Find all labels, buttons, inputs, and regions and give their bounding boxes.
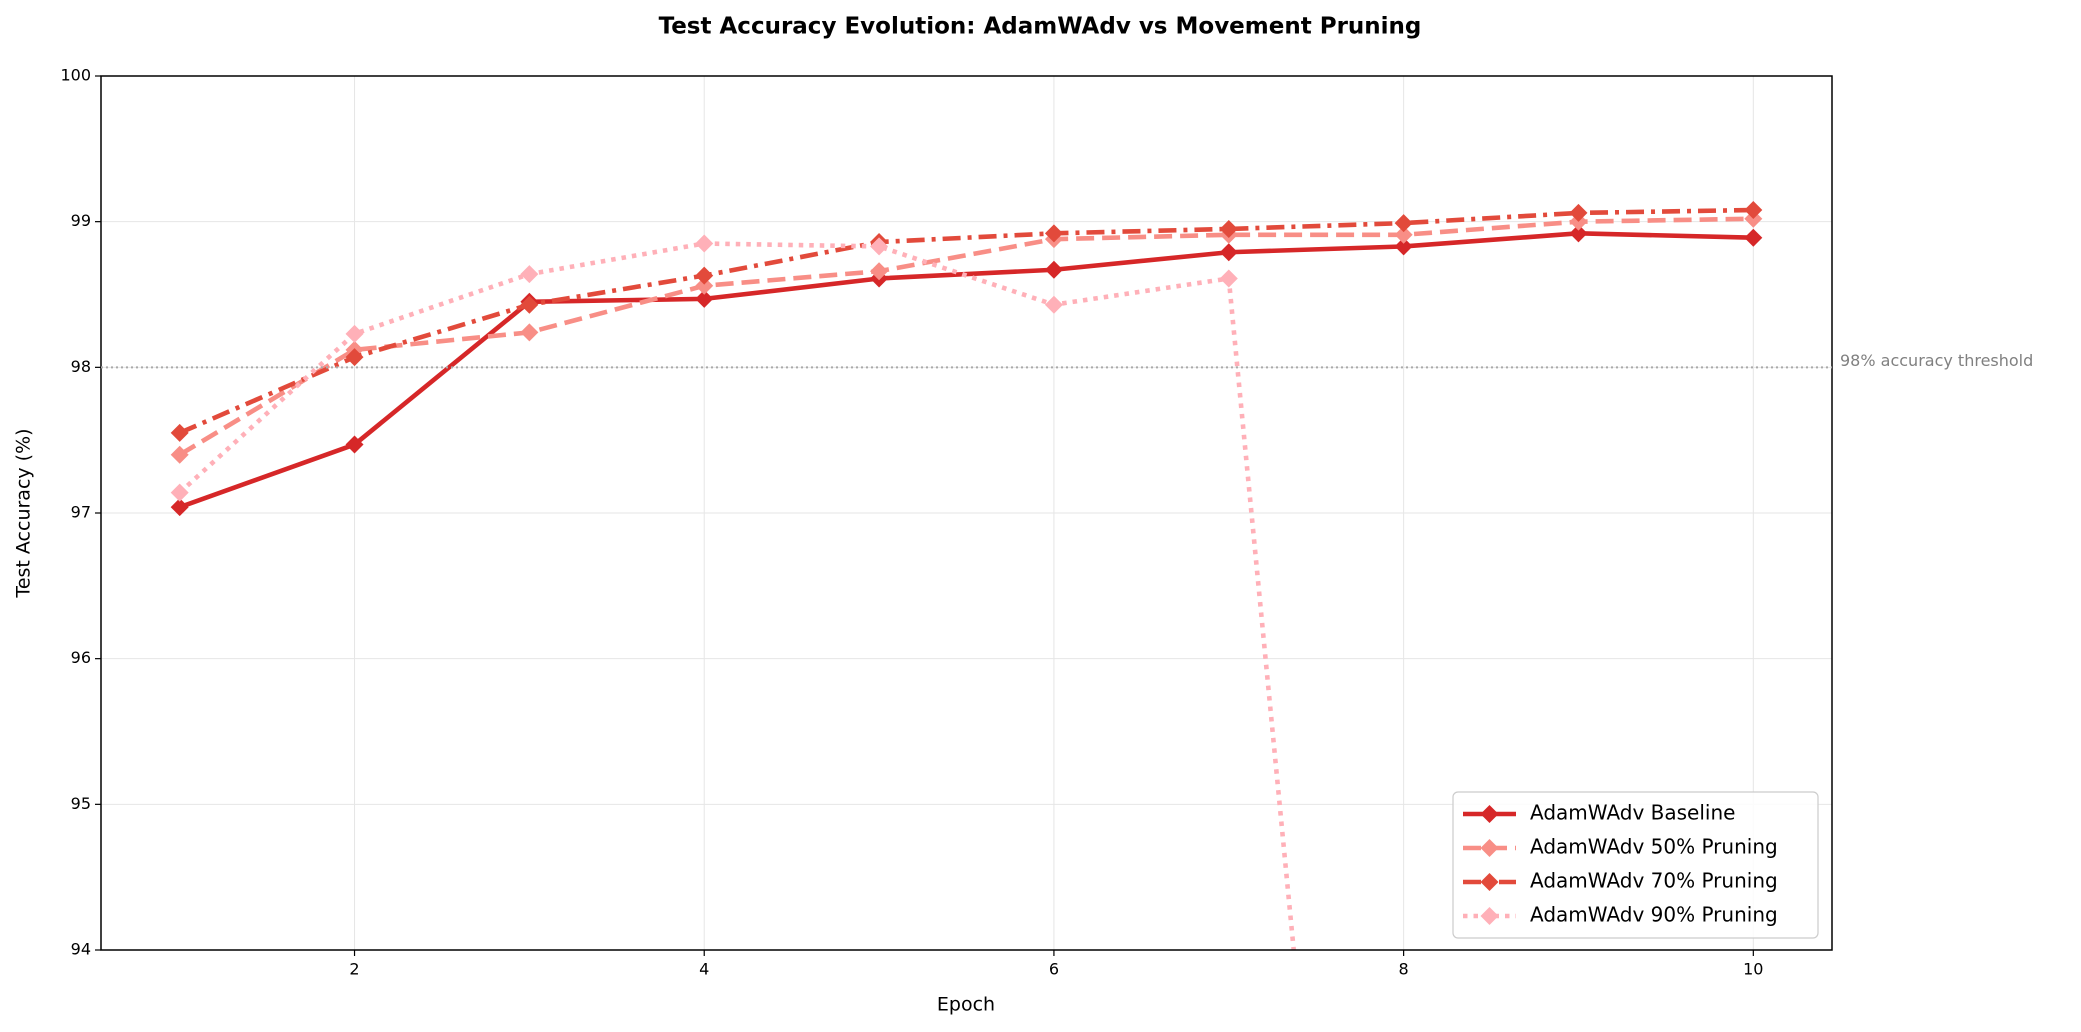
y-tick-label: 98 bbox=[71, 357, 91, 376]
x-tick-label: 4 bbox=[699, 960, 709, 979]
data-point bbox=[520, 265, 539, 284]
data-point bbox=[170, 498, 189, 517]
x-tick-label: 10 bbox=[1743, 960, 1763, 979]
data-point bbox=[520, 323, 539, 342]
legend-marker bbox=[1480, 873, 1499, 891]
y-tick-label: 96 bbox=[71, 648, 91, 667]
legend-box bbox=[1452, 791, 1819, 939]
y-tick-label: 97 bbox=[71, 503, 91, 522]
data-point bbox=[695, 276, 714, 295]
data-point bbox=[1569, 224, 1588, 243]
chart-title: Test Accuracy Evolution: AdamWAdv vs Mov… bbox=[659, 14, 1422, 40]
legend-label: AdamWAdv 70% Pruning bbox=[1530, 869, 1778, 893]
data-point bbox=[345, 348, 364, 367]
legend: AdamWAdv Baseline AdamWAdv 50% Pruning Ada… bbox=[1452, 791, 1819, 939]
data-point bbox=[170, 445, 189, 464]
data-point bbox=[1394, 225, 1413, 244]
y-tick-label: 95 bbox=[71, 794, 91, 813]
legend-label: AdamWAdv 50% Pruning bbox=[1530, 835, 1778, 859]
y-axis-label: Test Accuracy (%) bbox=[13, 428, 35, 598]
data-point bbox=[1044, 260, 1063, 279]
data-point bbox=[1569, 203, 1588, 222]
legend-label: AdamWAdv 90% Pruning bbox=[1530, 903, 1778, 927]
data-point bbox=[1744, 201, 1763, 220]
data-point bbox=[695, 289, 714, 308]
data-point bbox=[170, 423, 189, 442]
y-tick-label: 94 bbox=[71, 940, 91, 959]
x-tick-label: 6 bbox=[1049, 960, 1059, 979]
series-line bbox=[178, 207, 1754, 435]
data-point bbox=[1044, 295, 1063, 314]
data-point bbox=[870, 262, 889, 281]
y-tick-label: 99 bbox=[71, 211, 91, 230]
data-point bbox=[170, 483, 189, 502]
x-axis-label: Epoch bbox=[937, 994, 995, 1016]
legend-marker bbox=[1480, 839, 1499, 857]
plot-area bbox=[170, 201, 1763, 950]
series-line bbox=[178, 241, 1297, 950]
legend-marker bbox=[1480, 805, 1499, 823]
data-point bbox=[1394, 214, 1413, 233]
y-tick-label: 100 bbox=[60, 66, 91, 85]
data-point bbox=[1219, 219, 1238, 238]
data-point bbox=[345, 435, 364, 454]
data-point bbox=[520, 295, 539, 314]
legend-label: AdamWAdv Baseline bbox=[1530, 801, 1735, 825]
threshold-label: 98% accuracy threshold bbox=[1840, 351, 2033, 370]
data-point bbox=[1394, 237, 1413, 256]
data-point bbox=[695, 266, 714, 285]
data-point bbox=[1219, 243, 1238, 262]
data-point bbox=[345, 324, 364, 343]
data-point bbox=[870, 237, 889, 256]
x-tick-label: 8 bbox=[1399, 960, 1409, 979]
series-line bbox=[178, 216, 1754, 457]
data-point bbox=[695, 234, 714, 253]
legend-marker bbox=[1480, 907, 1499, 925]
data-point bbox=[1219, 269, 1238, 288]
data-point bbox=[1744, 228, 1763, 247]
data-point bbox=[1044, 224, 1063, 243]
x-tick-label: 2 bbox=[349, 960, 359, 979]
grid bbox=[101, 75, 1832, 951]
